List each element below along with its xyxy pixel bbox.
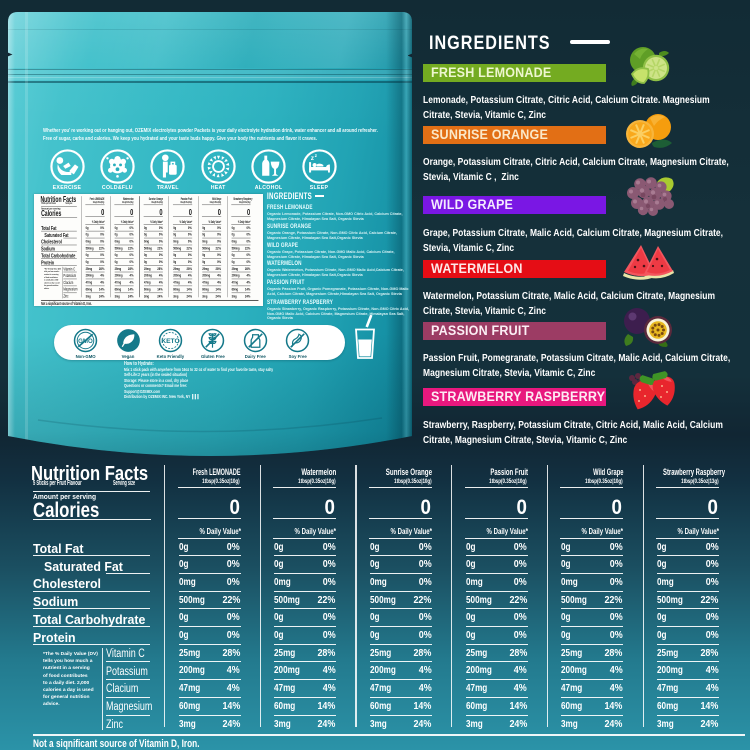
svg-text:z: z: [314, 154, 317, 159]
svg-text:z: z: [310, 154, 314, 161]
svg-text:KETO: KETO: [161, 338, 180, 345]
